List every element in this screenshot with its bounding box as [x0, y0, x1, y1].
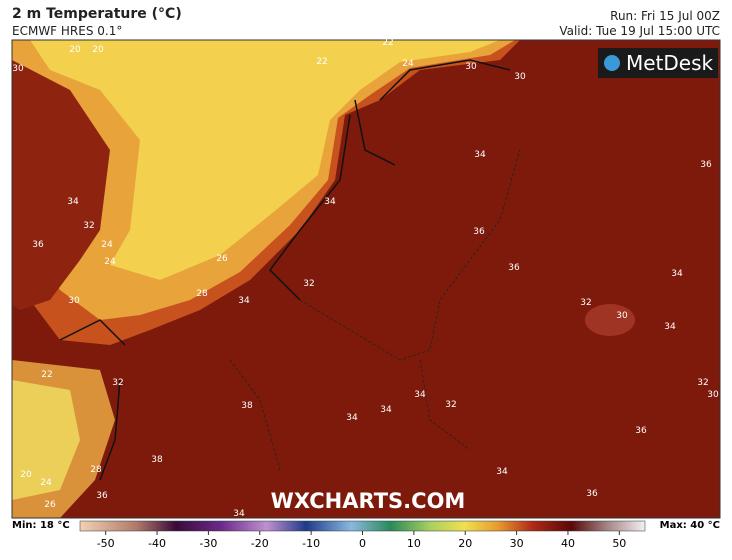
colorbar-tick-label: -30 [199, 537, 217, 550]
colorbar-tick-label: 50 [612, 537, 626, 550]
contour-label: 34 [474, 150, 486, 160]
contour-label: 38 [151, 455, 163, 465]
contour-label: 32 [445, 400, 456, 410]
contour-label: 34 [671, 269, 683, 279]
contour-label: 20 [92, 45, 104, 55]
contour-label: 34 [238, 296, 250, 306]
contour-label: 22 [382, 38, 393, 48]
contour-label: 34 [67, 197, 79, 207]
colorbar-tick-label: -10 [302, 537, 320, 550]
contour-label: 36 [700, 160, 712, 170]
contour-label: 36 [32, 240, 44, 250]
contour-label: 26 [216, 254, 228, 264]
colorbar-tick-label: 10 [407, 537, 421, 550]
contour-label: 34 [324, 197, 336, 207]
map-field [12, 40, 720, 518]
contour-label: 36 [635, 426, 647, 436]
contour-label: 34 [346, 413, 358, 423]
contour-label: 26 [44, 500, 56, 510]
contour-label: 28 [90, 465, 102, 475]
contour-label: 32 [83, 221, 94, 231]
colorbar-tick-label: 20 [458, 537, 472, 550]
contour-label: 30 [514, 72, 526, 82]
colorbar-tick-label: -20 [251, 537, 269, 550]
logo-icon [604, 55, 620, 71]
contour-label: 30 [616, 311, 628, 321]
contour-label: 28 [196, 289, 208, 299]
title: 2 m Temperature (°C) [12, 6, 182, 22]
contour-label: 30 [12, 64, 24, 74]
contour-label: 34 [414, 390, 426, 400]
colorbar-tick-label: -50 [97, 537, 115, 550]
contour-label: 34 [233, 509, 245, 519]
colorbar-min: Min: 18 °C [12, 520, 70, 531]
contour-label: 36 [508, 263, 520, 273]
contour-label: 36 [96, 491, 108, 501]
contour-label: 30 [465, 62, 477, 72]
contour-label: 34 [664, 322, 676, 332]
colorbar [79, 520, 646, 532]
valid-time: Valid: Tue 19 Jul 15:00 UTC [559, 24, 720, 38]
subtitle: ECMWF HRES 0.1° [12, 24, 123, 38]
run-time: Run: Fri 15 Jul 00Z [610, 9, 720, 23]
logo: MetDesk [626, 51, 714, 75]
contour-label: 22 [41, 370, 52, 380]
contour-label: 22 [316, 57, 327, 67]
colorbar-max: Max: 40 °C [660, 520, 720, 531]
contour-label: 32 [112, 378, 123, 388]
contour-label: 20 [20, 470, 32, 480]
map-frame [11, 39, 721, 519]
contour-label: 34 [496, 467, 508, 477]
colorbar-tick-label: 0 [359, 537, 366, 550]
contour-label: 32 [697, 378, 708, 388]
contour-label: 34 [380, 405, 392, 415]
contour-label: 24 [104, 257, 116, 267]
colorbar-tick-label: 30 [510, 537, 524, 550]
contour-label: 30 [707, 390, 719, 400]
contour-label: 38 [241, 401, 253, 411]
contour-label: 30 [68, 296, 80, 306]
watermark: WXCHARTS.COM [271, 489, 466, 513]
contour-label: 32 [580, 298, 591, 308]
contour-label: 36 [586, 489, 598, 499]
contour-label: 32 [303, 279, 314, 289]
contour-label: 24 [101, 240, 113, 250]
colorbar-tick-label: -40 [148, 537, 166, 550]
contour-label: 24 [40, 478, 52, 488]
contour-label: 20 [69, 45, 81, 55]
colorbar-tick-label: 40 [561, 537, 575, 550]
contour-label: 36 [473, 227, 485, 237]
contour-label: 24 [402, 59, 414, 69]
